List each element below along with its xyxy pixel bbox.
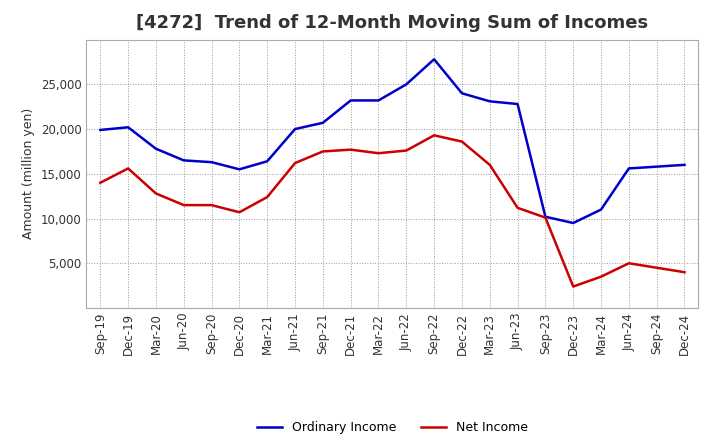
Ordinary Income — [124, 125, 132, 130]
Net Income — [513, 205, 522, 210]
Net Income — [207, 202, 216, 208]
Ordinary Income — [235, 167, 243, 172]
Ordinary Income — [597, 207, 606, 212]
Line: Net Income: Net Income — [100, 136, 685, 286]
Line: Ordinary Income: Ordinary Income — [100, 59, 685, 223]
Ordinary Income — [485, 99, 494, 104]
Net Income — [485, 162, 494, 168]
Net Income — [318, 149, 327, 154]
Legend: Ordinary Income, Net Income: Ordinary Income, Net Income — [252, 416, 533, 439]
Net Income — [346, 147, 355, 152]
Ordinary Income — [624, 166, 633, 171]
Net Income — [597, 274, 606, 279]
Y-axis label: Amount (million yen): Amount (million yen) — [22, 108, 35, 239]
Net Income — [569, 284, 577, 289]
Ordinary Income — [346, 98, 355, 103]
Ordinary Income — [152, 146, 161, 151]
Title: [4272]  Trend of 12-Month Moving Sum of Incomes: [4272] Trend of 12-Month Moving Sum of I… — [136, 15, 649, 33]
Net Income — [235, 209, 243, 215]
Ordinary Income — [179, 158, 188, 163]
Ordinary Income — [374, 98, 383, 103]
Ordinary Income — [458, 91, 467, 96]
Ordinary Income — [263, 159, 271, 164]
Ordinary Income — [680, 162, 689, 168]
Ordinary Income — [96, 127, 104, 132]
Net Income — [179, 202, 188, 208]
Ordinary Income — [541, 214, 550, 220]
Ordinary Income — [569, 220, 577, 226]
Net Income — [624, 260, 633, 266]
Ordinary Income — [207, 160, 216, 165]
Net Income — [430, 133, 438, 138]
Net Income — [652, 265, 661, 270]
Net Income — [402, 148, 410, 153]
Net Income — [124, 166, 132, 171]
Net Income — [458, 139, 467, 144]
Net Income — [541, 215, 550, 220]
Net Income — [96, 180, 104, 185]
Net Income — [680, 270, 689, 275]
Ordinary Income — [402, 82, 410, 87]
Ordinary Income — [652, 164, 661, 169]
Net Income — [374, 150, 383, 156]
Net Income — [263, 194, 271, 200]
Ordinary Income — [318, 120, 327, 125]
Net Income — [291, 161, 300, 166]
Net Income — [152, 191, 161, 196]
Ordinary Income — [291, 126, 300, 132]
Ordinary Income — [430, 57, 438, 62]
Ordinary Income — [513, 101, 522, 106]
